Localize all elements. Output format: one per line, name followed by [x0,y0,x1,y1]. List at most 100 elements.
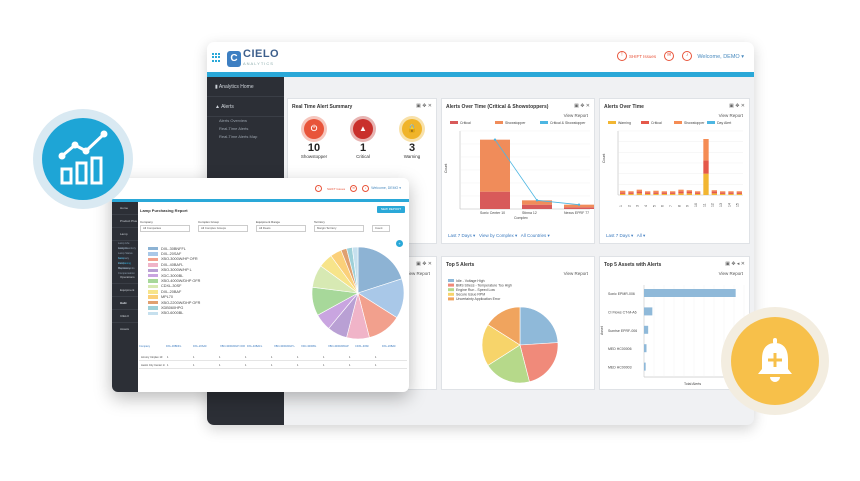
column-header[interactable]: XBO-3000W/HP OFR [220,345,245,348]
sidebar-sub-item[interactable]: Lamp Status Summary [118,252,133,260]
view-report-link[interactable]: View Report [718,271,743,276]
complex-group-select[interactable]: All Complex Groups [198,225,248,232]
warning-count: 3 [408,142,416,154]
sidebar-sub-item[interactable]: Lamp Replacements [118,262,135,270]
messages-icon[interactable]: ✉ [350,185,358,192]
column-header[interactable]: DXL-20BAF [382,345,396,348]
warning-tile[interactable]: 🔒 3 Warning [388,119,436,159]
legend-item[interactable]: DXL-30BNFFL [148,246,200,251]
view-report-link[interactable]: View Report [563,271,588,276]
shift-issues-label[interactable]: SHIFT Issues [629,53,657,59]
column-header[interactable]: XDC-3000BL [301,345,317,348]
sidebar-item-product-plus[interactable]: Product Plus [112,215,138,228]
legend-label: DXL-20SAF [161,252,182,257]
messages-icon[interactable]: ✉ [664,51,675,61]
legend-item[interactable]: DXL-20BAF [148,289,200,294]
x-tick-label: 15 [736,203,740,207]
panel-tools[interactable]: ▣ ✥ ✕ [416,103,432,109]
legend-item[interactable]: DXL-40BAFL [148,262,200,267]
panel-title: Alerts Over Time [604,104,644,110]
column-header[interactable]: DXL-40BAFL [247,345,263,348]
company-select[interactable]: All Companies [140,225,190,232]
territory-select[interactable]: Margin Territory [314,225,364,232]
sidebar-item-analytics-home[interactable]: ▮ Analytics Home [207,77,284,97]
bar-segment [703,160,709,174]
alerts-bell-icon[interactable]: ♪ [682,51,693,61]
equipment-range-select[interactable]: All Fleets [256,225,306,232]
legend-label: XBO-6000BL [161,311,184,316]
new-report-button[interactable]: NEW REPORT [377,206,405,213]
shift-issues-label[interactable]: SHIFT Issues [327,186,346,191]
legend-item[interactable]: XBO-4000W/DHP OFR [148,278,200,283]
sidebar-sub-item[interactable]: Lamp Inventory [118,247,136,250]
count-toggle[interactable]: Count [372,225,390,232]
analytics-badge [33,109,133,209]
x-tick-label: 7 [669,205,673,207]
sidebar-item-equipment-hub[interactable]: Equipment Hub [112,284,138,305]
alerts-bell-icon[interactable]: ♪ [362,185,370,192]
column-header[interactable]: XBO-4000W/DHP [328,345,349,348]
legend-label: XBO-3000W/HP L [161,268,192,273]
sidebar-item-audit[interactable]: Audit [112,297,138,310]
legend-swatch [148,263,158,267]
view-report-link[interactable]: View Report [718,113,743,118]
legend-swatch [148,252,158,256]
legend-item[interactable]: XDB060HPG [148,305,200,310]
welcome-user-menu[interactable]: Welcome, DEMO ▾ [371,186,401,190]
table-row[interactable]: Armory Cinplex 10 1 1 1 1 1 1 1 1 1 [139,354,407,361]
sidebar-item-lamp[interactable]: Lamp [112,228,138,241]
sidebar-sub-real-time-alerts[interactable]: Real-Time Alerts [219,126,249,131]
sidebar-item-home[interactable]: Home [112,202,138,215]
sidebar-sub-alerts-overview[interactable]: Alerts Overview [219,118,248,123]
sidebar-item-cielo-assets[interactable]: CIELO Assets [112,310,138,331]
sidebar-item-operations[interactable]: Operations [112,271,138,284]
bar-segment [686,190,692,192]
panel-footer-filters[interactable]: Last 7 Days ▾ All ▾ [606,233,646,238]
legend-item[interactable]: XBO-6000BL [148,311,200,316]
sidebar-item-alerts[interactable]: ▲ Alerts [207,97,284,117]
sidebar-sub-item[interactable]: Lamp Life Analysis [118,242,130,250]
warning-label: Warning [403,154,421,159]
panel-tools[interactable]: ▣ ✥ ◂ ✕ [725,261,745,267]
cielo-logo[interactable]: C CIELO ANALYTICS [227,49,279,69]
legend-label: Warning [618,121,631,125]
shift-issues-icon[interactable]: ! [617,51,627,61]
legend-item[interactable]: XDC-3000BL [148,273,200,278]
column-header[interactable]: DXL-30BNFL [166,345,182,348]
view-report-link[interactable]: View Report [563,113,588,118]
legend-item[interactable]: CDXL-30SF [148,284,200,289]
panel-tools[interactable]: ▣ ✥ ✕ [574,103,590,109]
bar [644,344,647,353]
critical-count: 1 [359,142,367,154]
header-accent-bar [112,199,409,202]
bar-showstopper [522,200,552,205]
x-tick-label: 14 [727,203,731,207]
legend-label: XBO-4000W/DHP OFR [161,279,201,284]
add-icon[interactable]: + [396,240,403,247]
sidebar-sub-item[interactable]: Mandatory Compensation [118,267,135,275]
bar-segment [661,191,667,193]
legend-item[interactable]: XBO-2200W/DHP OFR [148,300,200,305]
legend-swatch [148,246,158,251]
welcome-user-menu[interactable]: Welcome, DEMO ▾ [697,54,744,60]
apps-grid-icon[interactable] [212,53,221,62]
sidebar-sub-real-time-map[interactable]: Real-Time Alerts Map [219,134,258,139]
table-cell: 1 [193,355,195,359]
panel-footer-filters[interactable]: Last 7 Days ▾ View by Complex ▾ All Coun… [448,233,550,238]
column-header[interactable]: Company [139,345,151,348]
legend-item[interactable]: XBO-3000W/HP OFR [148,257,200,262]
column-header[interactable]: CDXL-30SF [355,345,369,348]
showstopper-tile[interactable]: ⏻ 10 Showstopper [290,119,338,159]
legend-item[interactable]: MPL70 [148,295,200,300]
critical-tile[interactable]: ▲ 1 Critical [339,119,387,159]
sidebar-sub-item-active[interactable]: Lamp Purchasing [118,257,131,265]
legend-item[interactable]: XBO-3000W/HP L [148,268,200,273]
column-header[interactable]: XBO-3000W/HP L [274,345,295,348]
bar-segment [645,192,651,194]
panel-tools[interactable]: ▣ ✥ ✕ [729,103,745,109]
legend-item[interactable]: DXL-20SAF [148,251,200,256]
legend-label: Day Alert [717,121,731,125]
column-header[interactable]: DXL-20SAF [193,345,207,348]
shift-issues-icon[interactable]: ! [315,185,322,192]
table-row[interactable]: Austin City Center 14 1 1 1 1 1 1 1 1 1 [139,362,407,369]
